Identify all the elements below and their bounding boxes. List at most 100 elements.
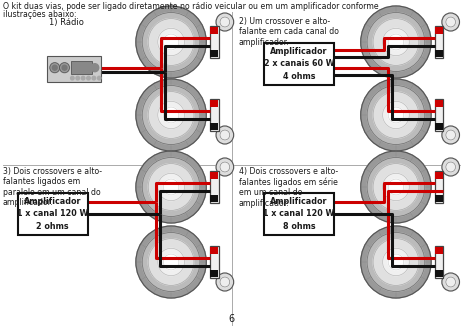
- Text: Amplificador
1 x canal 120 W
8 ohms: Amplificador 1 x canal 120 W 8 ohms: [264, 197, 335, 231]
- Circle shape: [383, 248, 410, 276]
- Circle shape: [383, 173, 410, 201]
- Text: 4) Dois crossovers e alto-
falantes ligados em série
em um canal do
amplificador: 4) Dois crossovers e alto- falantes liga…: [238, 167, 337, 208]
- Bar: [18, 193, 88, 235]
- Circle shape: [367, 13, 425, 72]
- Bar: [210, 247, 218, 254]
- Circle shape: [164, 107, 179, 123]
- Circle shape: [361, 226, 431, 298]
- Circle shape: [383, 101, 410, 129]
- Bar: [435, 195, 443, 202]
- Circle shape: [388, 107, 404, 123]
- Circle shape: [136, 151, 206, 223]
- Text: ilustrações abaixo:: ilustrações abaixo:: [3, 10, 76, 19]
- Bar: [435, 27, 443, 34]
- Text: O kit duas vias, pode ser ligado diretamente no rádio veicular ou em um amplific: O kit duas vias, pode ser ligado diretam…: [3, 2, 379, 11]
- Bar: [210, 246, 219, 278]
- Text: 2) Um crossover e alto-
falante em cada canal do
amplificador.: 2) Um crossover e alto- falante em cada …: [238, 17, 338, 47]
- Circle shape: [164, 179, 179, 195]
- Circle shape: [367, 232, 425, 291]
- Circle shape: [52, 65, 57, 70]
- Circle shape: [442, 158, 459, 176]
- Circle shape: [136, 6, 206, 78]
- Bar: [435, 246, 443, 278]
- Bar: [210, 195, 218, 202]
- Circle shape: [158, 173, 184, 201]
- Bar: [264, 193, 334, 235]
- Bar: [435, 247, 443, 254]
- Circle shape: [82, 76, 85, 80]
- Circle shape: [142, 85, 200, 145]
- Circle shape: [220, 17, 230, 27]
- Bar: [210, 99, 219, 131]
- Bar: [435, 50, 443, 57]
- Bar: [47, 56, 100, 82]
- Circle shape: [388, 179, 404, 195]
- Text: 3) Dois crossovers e alto-
falantes ligados em
paralelo em um canal do
amplifica: 3) Dois crossovers e alto- falantes liga…: [3, 167, 102, 207]
- Circle shape: [442, 13, 459, 31]
- Circle shape: [71, 76, 74, 80]
- Circle shape: [216, 158, 234, 176]
- Circle shape: [148, 239, 194, 285]
- Bar: [210, 27, 218, 34]
- Circle shape: [164, 254, 179, 270]
- Circle shape: [60, 63, 69, 73]
- Circle shape: [50, 63, 60, 73]
- Bar: [210, 50, 218, 57]
- Circle shape: [361, 151, 431, 223]
- Circle shape: [383, 28, 410, 56]
- Bar: [435, 26, 443, 58]
- Circle shape: [220, 130, 230, 140]
- Circle shape: [216, 126, 234, 144]
- Circle shape: [367, 157, 425, 216]
- Circle shape: [388, 34, 404, 50]
- Text: Amplificador
1 x canal 120 W
2 ohms: Amplificador 1 x canal 120 W 2 ohms: [17, 197, 89, 231]
- Bar: [435, 123, 443, 130]
- Bar: [435, 100, 443, 107]
- Text: 6: 6: [228, 314, 235, 324]
- Circle shape: [158, 248, 184, 276]
- Bar: [210, 270, 218, 277]
- Text: Amplificador
2 x canais 60 W
4 ohms: Amplificador 2 x canais 60 W 4 ohms: [264, 47, 335, 81]
- Circle shape: [76, 76, 80, 80]
- Circle shape: [136, 79, 206, 151]
- Bar: [435, 171, 443, 203]
- Circle shape: [142, 157, 200, 216]
- Bar: [435, 99, 443, 131]
- Circle shape: [442, 126, 459, 144]
- Bar: [435, 172, 443, 179]
- Circle shape: [148, 164, 194, 211]
- Circle shape: [361, 79, 431, 151]
- Circle shape: [373, 164, 419, 211]
- Circle shape: [148, 18, 194, 65]
- Circle shape: [373, 18, 419, 65]
- Circle shape: [136, 226, 206, 298]
- Bar: [264, 43, 334, 85]
- Bar: [435, 270, 443, 277]
- Circle shape: [142, 13, 200, 72]
- Text: 1) Rádio: 1) Rádio: [49, 18, 84, 27]
- Circle shape: [446, 162, 456, 172]
- Bar: [210, 123, 218, 130]
- Circle shape: [388, 254, 404, 270]
- Circle shape: [216, 13, 234, 31]
- Circle shape: [442, 273, 459, 291]
- Bar: [210, 100, 218, 107]
- Circle shape: [158, 28, 184, 56]
- Circle shape: [92, 76, 96, 80]
- Circle shape: [446, 277, 456, 287]
- Circle shape: [62, 65, 67, 70]
- Circle shape: [367, 85, 425, 145]
- Circle shape: [148, 92, 194, 138]
- Circle shape: [142, 232, 200, 291]
- Circle shape: [373, 239, 419, 285]
- Circle shape: [220, 277, 230, 287]
- Circle shape: [446, 17, 456, 27]
- Circle shape: [158, 101, 184, 129]
- Circle shape: [446, 130, 456, 140]
- Circle shape: [98, 76, 101, 80]
- Circle shape: [216, 273, 234, 291]
- Bar: [210, 26, 219, 58]
- Circle shape: [87, 76, 90, 80]
- Bar: [72, 61, 92, 74]
- Circle shape: [361, 6, 431, 78]
